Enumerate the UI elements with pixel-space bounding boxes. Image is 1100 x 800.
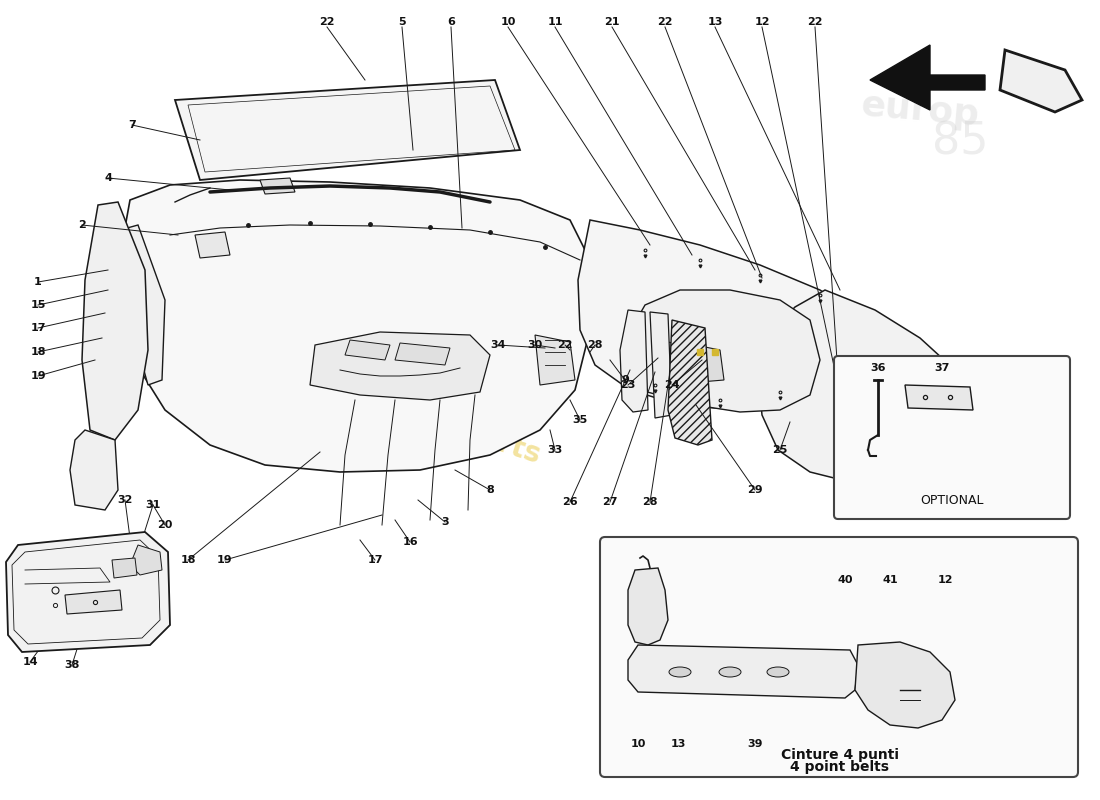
Ellipse shape — [719, 667, 741, 677]
Polygon shape — [695, 345, 724, 382]
Text: 7: 7 — [128, 120, 136, 130]
Text: 19: 19 — [30, 371, 46, 381]
Text: 13: 13 — [707, 17, 723, 27]
Polygon shape — [620, 310, 648, 412]
Text: 16: 16 — [403, 537, 418, 547]
Text: 22: 22 — [658, 17, 673, 27]
Polygon shape — [82, 202, 148, 440]
Text: OPTIONAL: OPTIONAL — [921, 494, 983, 506]
Text: 21: 21 — [604, 17, 619, 27]
Polygon shape — [112, 558, 138, 578]
Polygon shape — [870, 45, 984, 110]
Polygon shape — [195, 232, 230, 258]
Polygon shape — [65, 590, 122, 614]
Polygon shape — [1000, 50, 1082, 112]
Text: 35: 35 — [572, 415, 587, 425]
Text: 8: 8 — [486, 485, 494, 495]
Polygon shape — [130, 545, 162, 575]
Polygon shape — [628, 645, 858, 698]
Text: 85: 85 — [932, 121, 988, 163]
Polygon shape — [70, 430, 118, 510]
Text: 29: 29 — [747, 485, 762, 495]
Text: 13: 13 — [670, 739, 685, 749]
Polygon shape — [905, 385, 974, 410]
Polygon shape — [118, 225, 165, 385]
Polygon shape — [535, 335, 575, 385]
FancyBboxPatch shape — [600, 537, 1078, 777]
Ellipse shape — [767, 667, 789, 677]
Polygon shape — [855, 642, 955, 728]
Polygon shape — [345, 340, 390, 360]
Text: 36: 36 — [870, 363, 886, 373]
Text: 22: 22 — [558, 340, 573, 350]
Text: 38: 38 — [64, 660, 79, 670]
Polygon shape — [758, 290, 970, 482]
Text: 22: 22 — [319, 17, 334, 27]
Text: 40: 40 — [837, 575, 852, 585]
Polygon shape — [260, 178, 295, 194]
Text: 6: 6 — [447, 17, 455, 27]
Text: 9: 9 — [621, 375, 629, 385]
Polygon shape — [395, 343, 450, 365]
Text: 14: 14 — [22, 657, 37, 667]
Text: 32: 32 — [118, 495, 133, 505]
Text: 4: 4 — [104, 173, 112, 183]
Text: 34: 34 — [491, 340, 506, 350]
Text: 28: 28 — [642, 497, 658, 507]
Text: 12: 12 — [937, 575, 953, 585]
Text: 26: 26 — [562, 497, 578, 507]
Text: 25: 25 — [772, 445, 788, 455]
Text: 10: 10 — [500, 17, 516, 27]
Text: 39: 39 — [747, 739, 762, 749]
Text: 20: 20 — [157, 520, 173, 530]
Text: 5: 5 — [398, 17, 406, 27]
Text: 22: 22 — [807, 17, 823, 27]
Text: 1: 1 — [34, 277, 42, 287]
Text: 17: 17 — [31, 323, 46, 333]
Text: 30: 30 — [527, 340, 542, 350]
FancyBboxPatch shape — [834, 356, 1070, 519]
Text: europ: europ — [859, 88, 980, 132]
Text: Cinture 4 punti: Cinture 4 punti — [781, 748, 899, 762]
Text: 10: 10 — [630, 739, 646, 749]
Ellipse shape — [669, 667, 691, 677]
Text: 23: 23 — [620, 380, 636, 390]
Polygon shape — [668, 320, 712, 445]
Polygon shape — [660, 340, 685, 372]
Text: 19: 19 — [217, 555, 233, 565]
Polygon shape — [628, 290, 820, 412]
Text: 24: 24 — [664, 380, 680, 390]
Text: 2: 2 — [78, 220, 86, 230]
Text: 3: 3 — [441, 517, 449, 527]
Polygon shape — [175, 80, 520, 180]
Polygon shape — [310, 332, 490, 400]
Text: 33: 33 — [548, 445, 562, 455]
Text: 41: 41 — [882, 575, 898, 585]
Text: 11: 11 — [548, 17, 563, 27]
Text: 4 point belts: 4 point belts — [791, 760, 890, 774]
Text: 17: 17 — [367, 555, 383, 565]
Polygon shape — [6, 532, 170, 652]
Text: 27: 27 — [603, 497, 618, 507]
Text: 18: 18 — [31, 347, 46, 357]
Polygon shape — [578, 220, 855, 410]
Polygon shape — [650, 312, 672, 418]
Text: 18: 18 — [180, 555, 196, 565]
Text: 12: 12 — [755, 17, 770, 27]
Text: 15: 15 — [31, 300, 46, 310]
Text: a passion for parts: a passion for parts — [255, 351, 544, 469]
Text: 31: 31 — [145, 500, 161, 510]
Text: 37: 37 — [934, 363, 949, 373]
Polygon shape — [628, 568, 668, 645]
Text: 28: 28 — [587, 340, 603, 350]
Polygon shape — [120, 180, 590, 472]
